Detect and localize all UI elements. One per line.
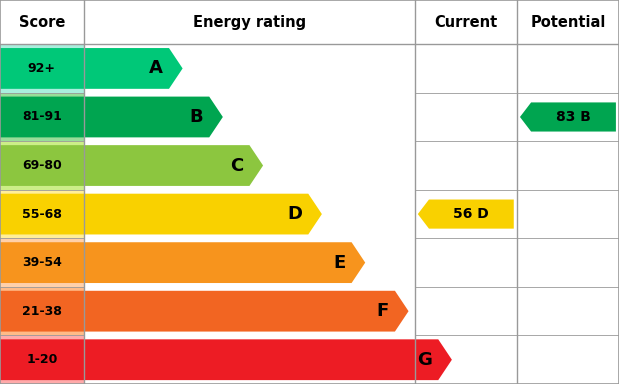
Text: 39-54: 39-54: [22, 256, 62, 269]
Bar: [0, 93, 84, 141]
Text: 56 D: 56 D: [454, 207, 489, 221]
Polygon shape: [0, 145, 263, 186]
Text: C: C: [230, 157, 243, 175]
Text: E: E: [333, 253, 345, 271]
Text: Score: Score: [19, 15, 65, 30]
Bar: [0, 238, 84, 287]
Polygon shape: [418, 200, 514, 228]
Text: B: B: [189, 108, 203, 126]
Bar: [0, 141, 84, 190]
Text: 21-38: 21-38: [22, 305, 62, 318]
Text: 69-80: 69-80: [22, 159, 62, 172]
Text: 92+: 92+: [28, 62, 56, 75]
Bar: [0, 336, 84, 384]
Polygon shape: [0, 194, 322, 235]
Text: 81-91: 81-91: [22, 111, 62, 124]
Polygon shape: [0, 97, 223, 137]
Text: D: D: [287, 205, 302, 223]
Text: A: A: [149, 60, 163, 78]
Polygon shape: [0, 339, 452, 380]
Text: Potential: Potential: [530, 15, 605, 30]
Text: 83 B: 83 B: [556, 110, 591, 124]
Text: F: F: [376, 302, 389, 320]
Bar: [0, 44, 84, 93]
Bar: [0, 0, 619, 44]
Polygon shape: [520, 103, 616, 132]
Bar: [0, 287, 84, 336]
Polygon shape: [0, 242, 365, 283]
Text: Energy rating: Energy rating: [193, 15, 306, 30]
Text: 1-20: 1-20: [26, 353, 58, 366]
Polygon shape: [0, 48, 183, 89]
Text: G: G: [417, 351, 432, 369]
Bar: [0, 190, 84, 238]
Text: Current: Current: [434, 15, 498, 30]
Text: 55-68: 55-68: [22, 208, 62, 220]
Polygon shape: [0, 291, 409, 331]
